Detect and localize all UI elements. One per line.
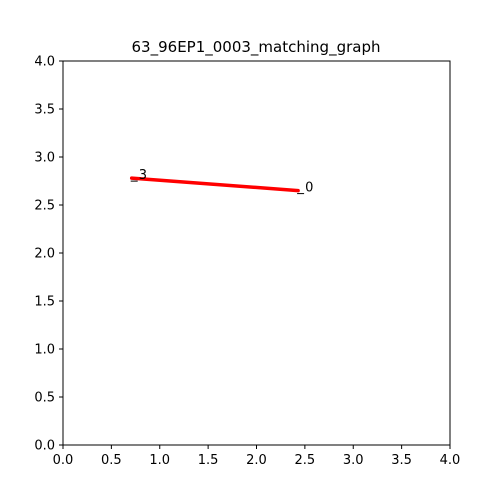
x-tick-label: 3.5 bbox=[391, 453, 412, 468]
x-tick-label: 0.0 bbox=[53, 453, 74, 468]
y-tick-label: 4.0 bbox=[34, 55, 55, 70]
node-label: 0 bbox=[305, 181, 313, 196]
x-tick-label: 0.5 bbox=[101, 453, 122, 468]
y-tick-label: 1.0 bbox=[34, 343, 55, 358]
x-tick-label: 4.0 bbox=[440, 453, 461, 468]
node-label: 3 bbox=[139, 168, 147, 183]
y-tick-label: 0.0 bbox=[34, 439, 55, 454]
x-tick-label: 1.0 bbox=[149, 453, 170, 468]
matching-edge bbox=[129, 176, 300, 193]
y-tick-label: 1.5 bbox=[34, 295, 55, 310]
y-tick-label: 3.5 bbox=[34, 103, 55, 118]
x-tick-label: 2.5 bbox=[295, 453, 316, 468]
x-tick-label: 1.5 bbox=[198, 453, 219, 468]
y-tick-label: 3.0 bbox=[34, 151, 55, 166]
plot-area-frame bbox=[62, 60, 451, 446]
x-tick-label: 2.0 bbox=[246, 453, 267, 468]
x-tick-label: 3.0 bbox=[343, 453, 364, 468]
y-tick-label: 0.5 bbox=[34, 391, 55, 406]
y-tick-label: 2.0 bbox=[34, 247, 55, 262]
chart-title: 63_96EP1_0003_matching_graph bbox=[132, 38, 381, 57]
y-tick-label: 2.5 bbox=[34, 199, 55, 214]
marks-layer: 30 bbox=[129, 168, 313, 196]
axis-ticks: 0.0 0.5 1.0 1.5 2.0 2.5 3.0 3.5 4.0 0.0 0.5 1.0 1.5 2… bbox=[34, 55, 460, 469]
